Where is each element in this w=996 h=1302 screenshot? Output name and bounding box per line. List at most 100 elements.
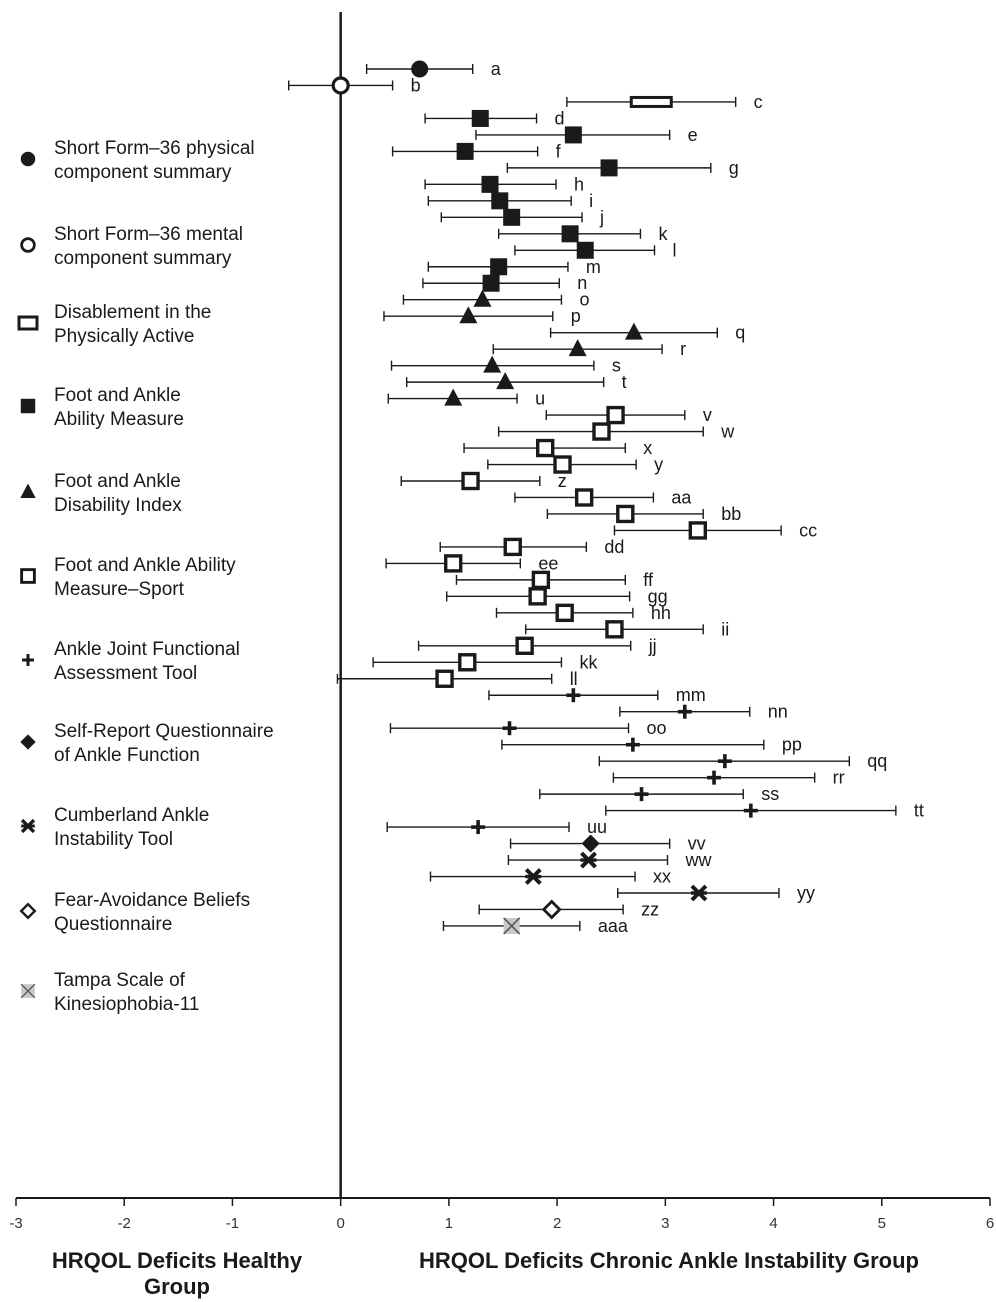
legend-item-self-report-questionnaire-of-ankle-function: Self-Report Questionnaire of Ankle Functi… — [16, 720, 274, 768]
study-row-tt: tt — [605, 801, 924, 821]
effect-marker-open-square — [574, 488, 594, 507]
effect-marker-open-square — [592, 422, 611, 441]
study-label: v — [703, 405, 712, 425]
effect-marker-plus — [634, 787, 649, 802]
legend-label-line: Kinesiophobia-11 — [54, 994, 200, 1015]
legend-label: Short Form–36 physical component summary — [54, 137, 255, 185]
study-row-v: v — [545, 405, 712, 425]
effect-marker-filled-triangle — [459, 306, 478, 324]
legend-item-foot-and-ankle-disability-index: Foot and Ankle Disability Index — [16, 470, 182, 518]
effect-marker-open-square — [553, 455, 572, 474]
x-axis-label-healthy: HRQOL Deficits Healthy Group — [51, 1248, 303, 1299]
open-circle-icon — [20, 237, 36, 253]
x-tick-label: 4 — [769, 1215, 777, 1232]
effect-marker-open-square — [536, 438, 555, 458]
legend-label-line: of Ankle Function — [54, 745, 200, 766]
legend-label-line: Foot and Ankle — [54, 385, 181, 406]
legend-label-line: Short Form–36 physical — [54, 138, 255, 159]
x-tick-label: 5 — [878, 1215, 886, 1232]
study-row-f: f — [391, 141, 562, 161]
study-label: n — [577, 273, 587, 293]
effect-marker-open-rect — [629, 95, 673, 108]
study-row-jj: jj — [417, 636, 657, 656]
study-label: r — [680, 339, 686, 359]
study-label: w — [720, 422, 735, 442]
study-row-ee: ee — [385, 553, 558, 573]
study-row-r: r — [492, 339, 686, 359]
legend-label-line: Questionnaire — [54, 914, 173, 935]
legend-item-cumberland-ankle-instability-tool: Cumberland Ankle Instability Tool — [16, 804, 209, 852]
study-row-ll: ll — [336, 669, 578, 689]
study-label: s — [612, 356, 621, 376]
legend-label: Foot and Ankle Disability Index — [54, 470, 182, 518]
study-row-x: x — [463, 438, 652, 458]
study-row-d: d — [424, 108, 565, 128]
study-label: x — [643, 438, 652, 458]
legend-label-line: Fear-Avoidance Beliefs — [54, 890, 251, 911]
study-row-c: c — [566, 92, 763, 112]
study-label: uu — [587, 817, 607, 837]
study-label: gg — [648, 586, 668, 606]
study-label: mm — [676, 685, 706, 705]
study-row-mm: mm — [488, 685, 706, 705]
effect-marker-filled-square — [576, 241, 594, 259]
plus-icon — [22, 654, 34, 666]
effect-marker-filled-square — [491, 192, 509, 210]
study-label: o — [579, 290, 589, 310]
study-label: ii — [721, 619, 729, 639]
effect-marker-open-square — [605, 620, 624, 639]
legend-label-line: Foot and Ankle — [54, 471, 181, 492]
filled-square-icon — [20, 398, 36, 414]
legend-label-line: Tampa Scale of — [54, 970, 185, 991]
legend-label: Self-Report Questionnaire of Ankle Functi… — [54, 720, 274, 768]
study-label: e — [688, 125, 698, 145]
study-row-g: g — [506, 158, 739, 178]
effect-marker-open-square — [606, 405, 625, 425]
legend-label: Cumberland Ankle Instability Tool — [54, 804, 209, 852]
effect-marker-filled-square — [600, 159, 618, 177]
x-tick-label: -2 — [118, 1215, 131, 1232]
study-label: oo — [647, 718, 667, 738]
study-row-oo: oo — [389, 718, 667, 738]
study-row-xx: xx — [429, 867, 671, 887]
study-row-aa: aa — [514, 487, 692, 507]
x-tick-label: 2 — [553, 1215, 561, 1232]
effect-marker-plus — [502, 721, 517, 736]
study-label: b — [411, 75, 421, 95]
effect-marker-plus — [471, 820, 486, 835]
study-label: d — [555, 108, 565, 128]
study-label: f — [556, 141, 562, 161]
effect-marker-open-square — [435, 669, 454, 688]
study-label: zz — [641, 899, 659, 919]
legend-label-line: Ability Measure — [54, 409, 184, 430]
study-label: ee — [538, 553, 558, 573]
study-label: y — [654, 455, 663, 475]
effect-marker-open-square — [461, 471, 480, 491]
effect-marker-open-circle — [331, 76, 350, 95]
effect-marker-plus — [743, 803, 758, 818]
legend-label-line: Physically Active — [54, 326, 195, 347]
study-row-l: l — [514, 240, 677, 260]
study-row-s: s — [390, 355, 621, 376]
effect-marker-filled-square — [456, 142, 474, 160]
study-label: kk — [579, 652, 598, 672]
study-row-kk: kk — [372, 652, 598, 672]
study-row-p: p — [383, 306, 581, 326]
effect-marker-filled-triangle — [483, 355, 502, 373]
study-label: h — [574, 174, 584, 194]
x-tick-label: -3 — [9, 1215, 22, 1232]
effect-marker-asterisk — [580, 851, 597, 869]
axis-layer: -3 -2 -1 0 1 2 3 4 5 6 — [9, 12, 994, 1232]
study-label: t — [622, 372, 627, 392]
study-label: ss — [761, 784, 779, 804]
study-label: z — [558, 471, 567, 491]
effect-marker-filled-square — [471, 109, 489, 127]
effect-marker-open-diamond — [541, 899, 562, 920]
study-row-zz: zz — [478, 899, 659, 920]
study-row-h: h — [424, 174, 584, 194]
effect-marker-filled-square — [482, 274, 500, 292]
study-row-m: m — [427, 257, 601, 277]
effect-marker-filled-square — [564, 126, 582, 144]
